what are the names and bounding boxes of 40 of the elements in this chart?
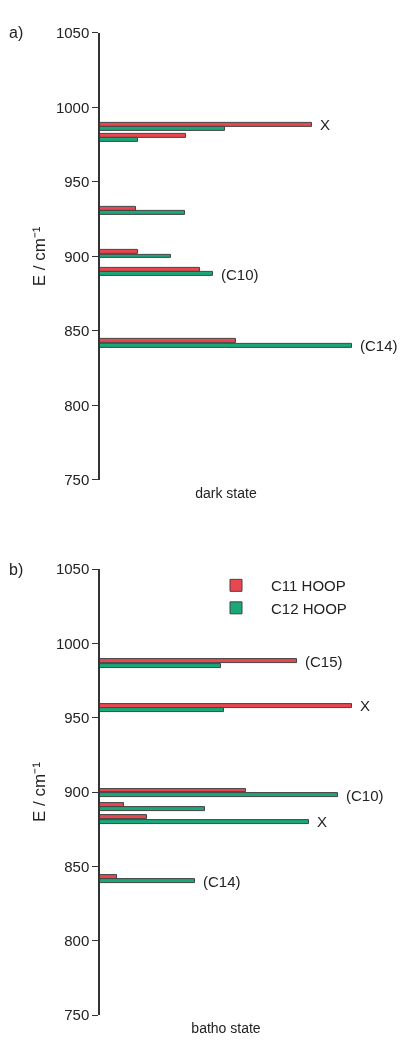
bar [100, 132, 186, 138]
y-tick-label: 900 [64, 783, 90, 801]
annotation: (C15) [305, 653, 343, 670]
chart-title: a) [9, 24, 24, 41]
legend-label: C12 HOOP [271, 599, 347, 617]
bar [100, 878, 195, 884]
annotation: X [320, 116, 331, 133]
y-axis-title: E / cm⁻¹ [29, 761, 49, 823]
annotation: (C10) [221, 266, 259, 283]
y-tick-label: 1000 [55, 634, 90, 652]
y-tick-label: 850 [64, 322, 90, 340]
annotation: (C10) [346, 787, 384, 804]
y-tick-label: 950 [64, 709, 90, 727]
y-axis-title: E / cm⁻¹ [29, 226, 49, 287]
chart-title: b) [9, 561, 24, 578]
bar [100, 792, 338, 798]
x-axis-title: dark state [195, 485, 257, 502]
y-tick-label: 850 [64, 857, 90, 875]
y-tick-label: 950 [64, 173, 90, 191]
y-tick-label: 1050 [55, 560, 90, 578]
y-tick-label: 750 [64, 471, 90, 489]
annotation: X [360, 697, 371, 714]
y-tick-label: 750 [64, 1006, 90, 1024]
bar [100, 658, 297, 664]
bar [100, 209, 185, 215]
annotation: (C14) [203, 873, 241, 890]
y-tick-label: 900 [64, 247, 90, 265]
bar [100, 342, 352, 348]
y-tick-label: 800 [64, 932, 90, 950]
bar [100, 270, 213, 276]
bar [100, 806, 205, 812]
annotation: X [317, 813, 328, 830]
legend-label: C11 HOOP [271, 577, 346, 595]
bar [100, 703, 352, 709]
x-axis-title: batho state [191, 1020, 261, 1037]
y-tick-label: 800 [64, 396, 90, 414]
bar [100, 253, 171, 258]
y-tick-label: 1000 [55, 98, 90, 116]
annotation: (C14) [360, 337, 398, 354]
y-tick-label: 1050 [55, 24, 90, 42]
